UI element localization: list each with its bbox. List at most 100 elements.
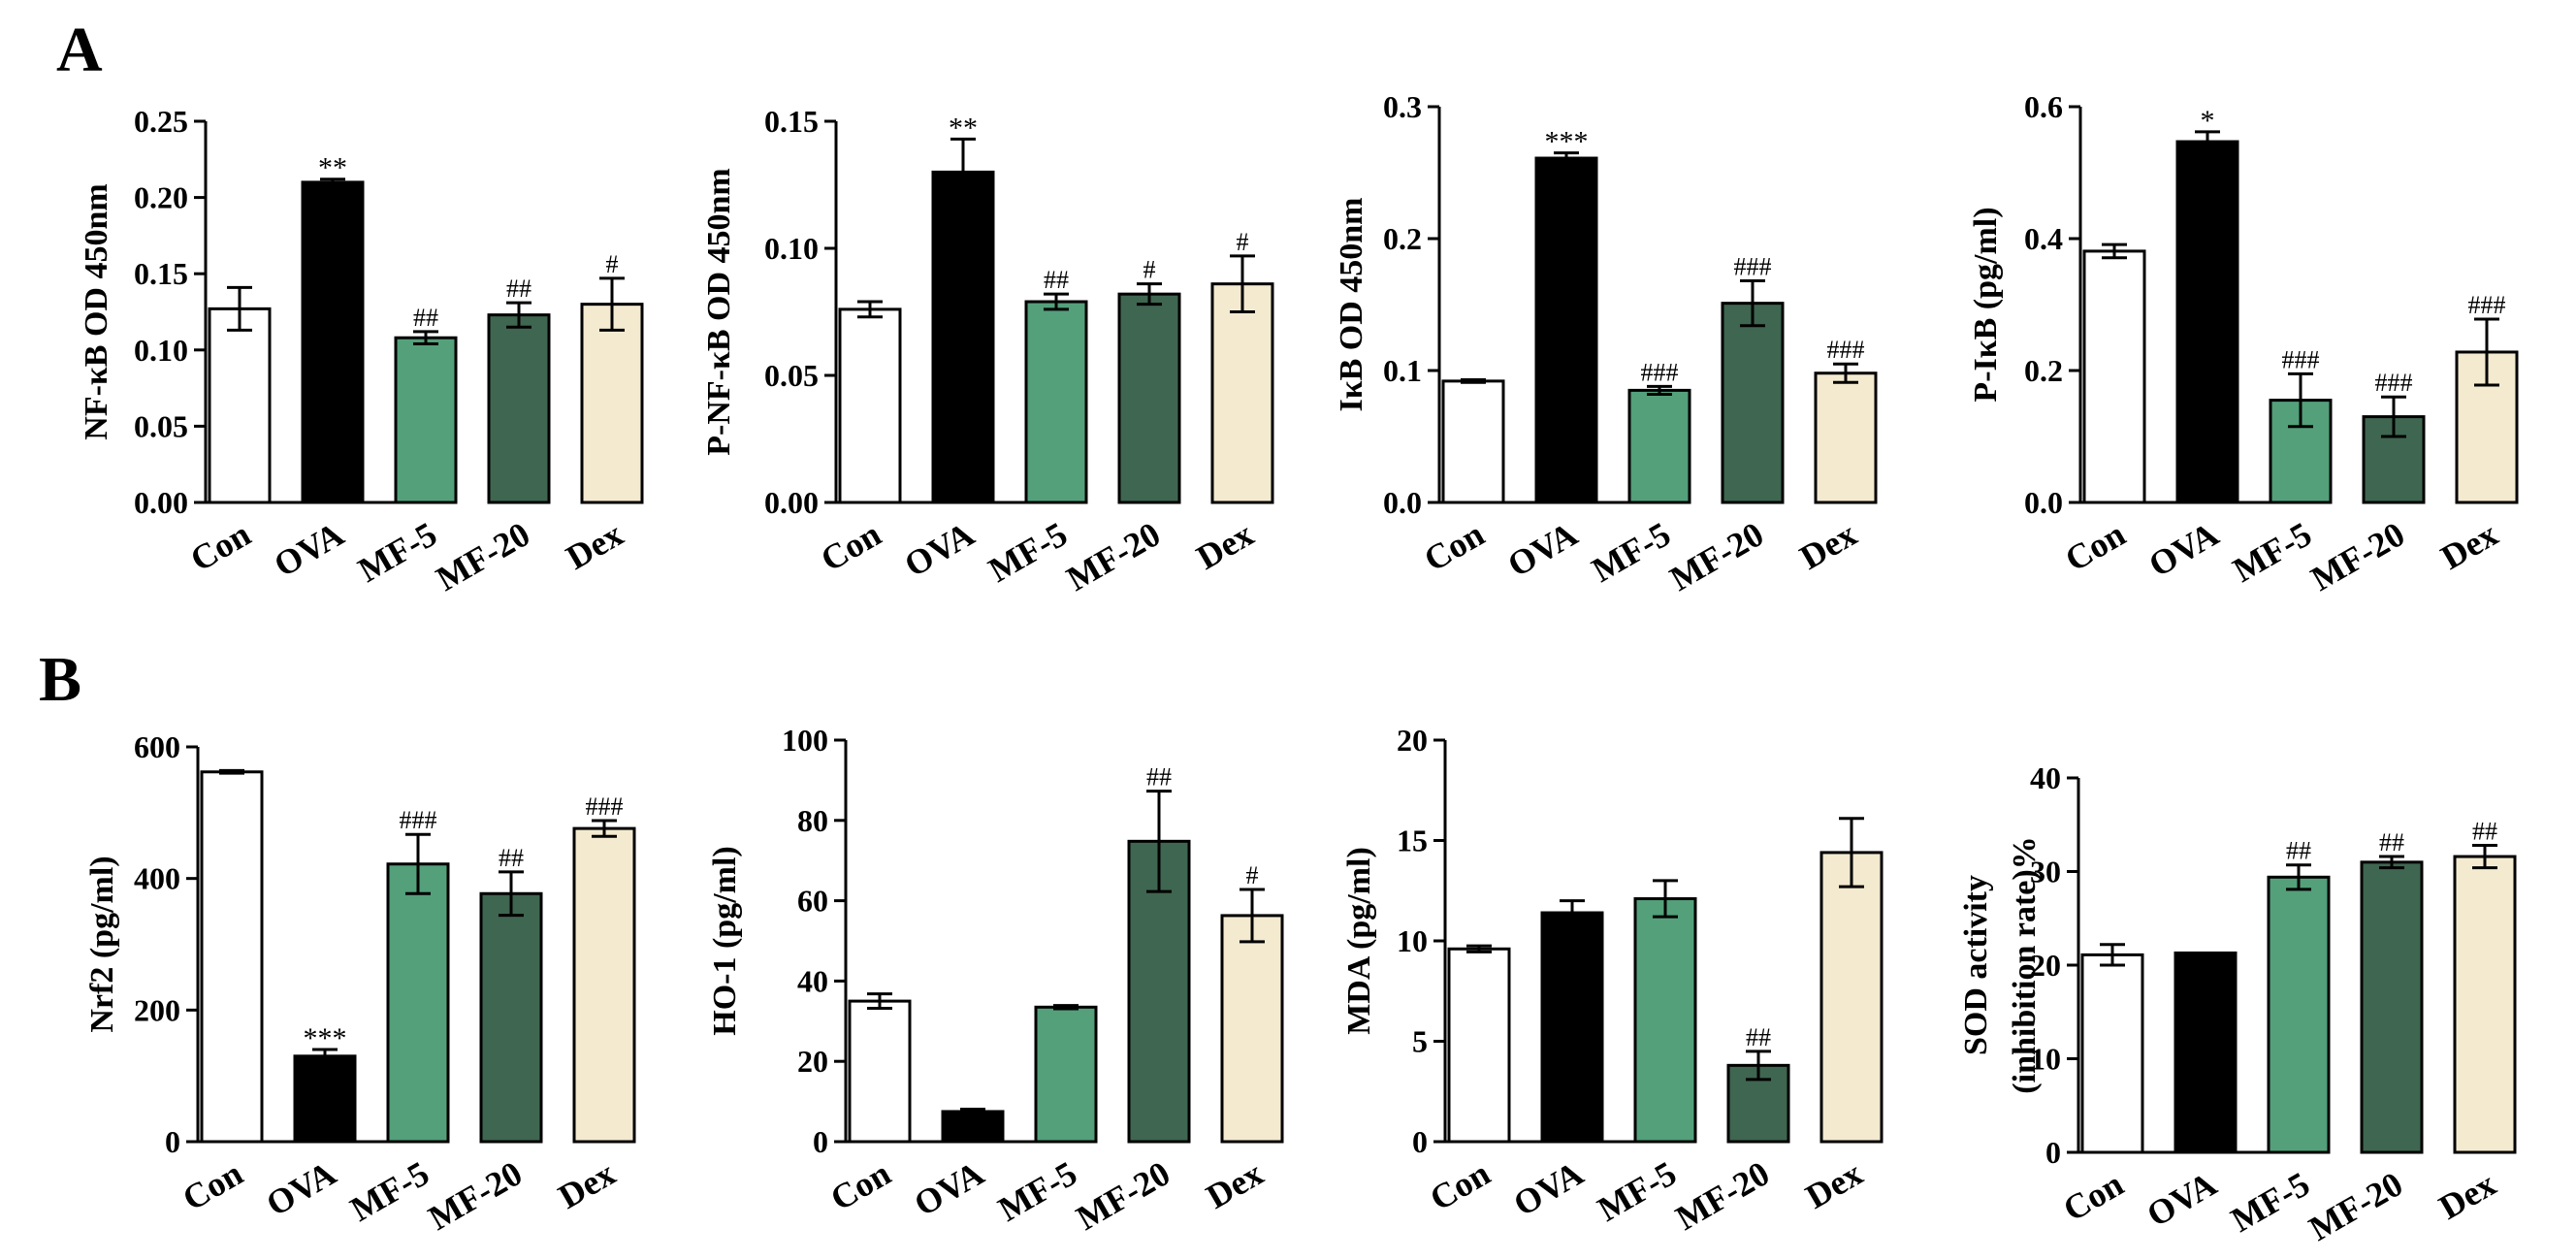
bar-ova [941,1110,1005,1144]
y-tick-label: 5 [1412,1024,1428,1059]
bar-mf-5 [2267,875,2331,1154]
bar-mf-5 [386,862,450,1144]
y-axis-label: P-NF-κB OD 450nm [701,168,737,456]
y-tick-label: 0 [2045,1135,2061,1170]
bar-con [200,770,264,1144]
significance-label: ** [949,112,978,144]
significance-label: ## [1146,763,1172,792]
bar-dex [1220,914,1284,1144]
bar-mf-5 [1633,897,1697,1144]
bar-mf-20 [1117,292,1181,504]
bar-con [2082,249,2146,504]
bar-dex [580,303,644,504]
bar-mf-20 [479,891,543,1144]
bar-mf-5 [1024,300,1088,504]
bar-mf-20 [2360,860,2424,1154]
y-tick-label: 0.6 [2024,89,2063,124]
y-tick-label: 0.15 [764,104,819,139]
significance-label: ## [2379,828,2404,856]
y-tick-label: 0.1 [1383,353,1422,388]
y-tick-label: 0.4 [2024,221,2063,256]
y-tick-label: 60 [797,884,828,919]
bar-dex [1210,282,1274,504]
significance-label: ### [2375,369,2413,397]
bar-con [1447,947,1511,1144]
bar-dex [1814,372,1878,504]
significance-label: ### [1641,358,1679,386]
y-tick-label: 0.05 [764,358,819,393]
y-tick-label: 0.15 [134,256,188,291]
y-axis-label: IκB OD 450nm [1334,197,1369,411]
significance-label: ## [499,844,524,872]
bar-ova [2174,951,2238,1154]
y-tick-label: 0.10 [764,231,819,266]
bar-ova [301,180,365,504]
panel-label-a: A [56,15,103,85]
bar-mf-20 [1721,302,1785,504]
y-tick-label: 20 [797,1044,828,1079]
y-tick-label: 0.00 [134,485,188,520]
chart-4: 0.00.20.40.6P-IκB (pg/ml)Con*OVA###MF-5#… [1968,89,2519,598]
significance-label: *** [1545,126,1589,158]
significance-label: ## [1746,1023,1771,1051]
y-tick-label: 10 [1397,923,1428,958]
significance-label: ## [2472,817,2497,845]
significance-label: ### [400,806,437,834]
significance-label: # [1143,256,1156,284]
y-axis-label: NF-κB OD 450nm [79,183,114,439]
panel-label-b: B [39,644,81,715]
bar-ova [931,170,995,504]
y-tick-label: 0.2 [1383,221,1422,256]
y-tick-label: 20 [1397,723,1428,758]
bar-dex [572,826,636,1144]
y-tick-label: 100 [782,723,828,758]
bar-dex [2453,855,2517,1154]
bar-ova [293,1054,357,1144]
y-tick-label: 15 [1397,824,1428,858]
y-tick-label: 0 [165,1124,180,1159]
bar-con [2080,953,2144,1154]
bar-mf-5 [1627,388,1691,504]
bar-ova [1534,156,1598,504]
y-tick-label: 20 [2030,948,2061,983]
bar-mf-20 [487,313,551,504]
bar-con [838,307,902,504]
y-tick-label: 0.25 [134,104,188,139]
bar-mf-5 [394,336,458,504]
y-axis-label: MDA (pg/ml) [1341,847,1377,1035]
y-tick-label: 400 [134,861,180,896]
significance-label: ### [2468,291,2506,319]
y-tick-label: 0.2 [2024,353,2063,388]
y-tick-label: 80 [797,803,828,838]
y-tick-label: 40 [797,963,828,998]
significance-label: ### [1827,336,1865,364]
significance-label: ### [1734,253,1772,281]
y-tick-label: 10 [2030,1042,2061,1077]
significance-label: ### [2282,345,2320,373]
y-tick-label: 40 [2030,760,2061,795]
bar-con [208,307,272,504]
y-tick-label: 0 [1412,1124,1428,1159]
y-tick-label: 0.05 [134,408,188,443]
y-tick-label: 30 [2030,855,2061,889]
y-tick-label: 0.0 [1383,485,1422,520]
y-axis-label: SOD activity [1958,875,1994,1055]
significance-label: ### [586,792,624,821]
y-tick-label: 0.20 [134,180,188,215]
y-tick-label: 0.10 [134,333,188,368]
significance-label: ## [413,304,438,332]
y-tick-label: 600 [134,729,180,764]
bar-ova [2175,140,2239,504]
bar-dex [1819,851,1884,1144]
y-tick-label: 200 [134,992,180,1027]
y-tick-label: 0.0 [2024,485,2063,520]
y-tick-label: 0.00 [764,485,819,520]
y-axis-label: HO-1 (pg/ml) [707,846,743,1035]
significance-label: * [2201,105,2215,137]
y-tick-label: 0.3 [1383,89,1422,124]
bar-mf-5 [1034,1005,1098,1144]
bar-con [1441,379,1505,504]
